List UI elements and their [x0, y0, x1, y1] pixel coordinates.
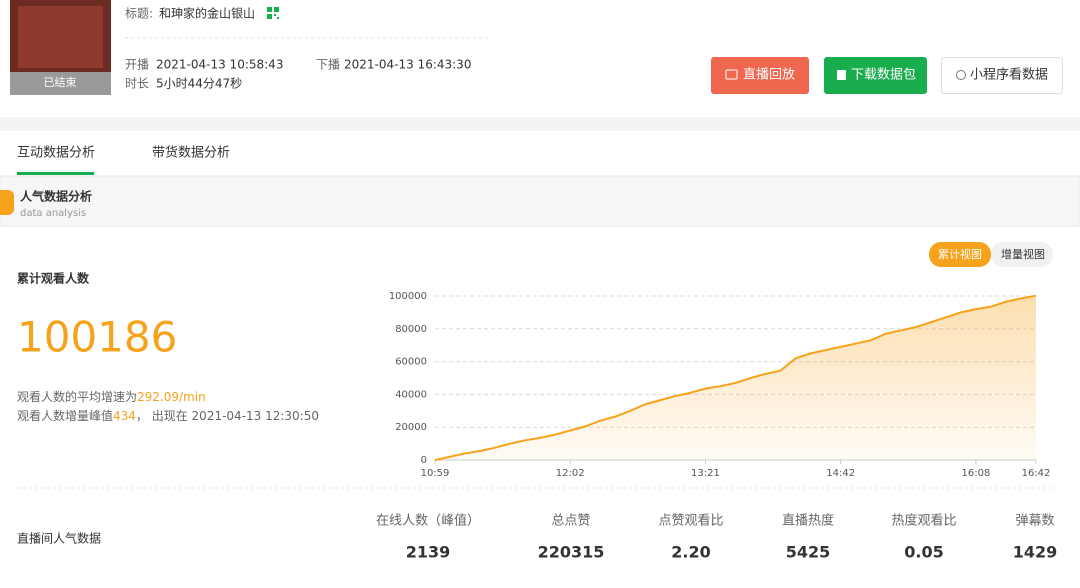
section-subtitle: data analysis [20, 208, 86, 219]
stat-name: 点赞观看比 [658, 513, 723, 529]
section-title: 人气数据分析 [20, 189, 92, 204]
y-tick-label: 60000 [395, 357, 427, 368]
y-tick-label: 20000 [395, 422, 427, 433]
y-tick-label: 80000 [395, 324, 427, 335]
y-tick-label: 0 [421, 455, 427, 466]
stat-name: 在线人数（峰值） [376, 513, 480, 529]
peak-line: 观看人数增量峰值434， 出现在 2021-04-13 12:30:50 [17, 408, 319, 423]
x-tick-label: 10:59 [421, 468, 450, 479]
section-header [0, 175, 1080, 227]
stat-value: 220315 [538, 543, 605, 562]
y-tick-label: 100000 [389, 291, 427, 302]
title-label: 标题: [125, 7, 153, 21]
chart: 0 20000 40000 60000 80000 100000 10:59 12:02 13:… [389, 291, 1051, 479]
status: 已结束 [44, 76, 77, 89]
toggle-active[interactable] [929, 242, 991, 267]
peak-value: 434 [113, 409, 136, 423]
duration: 5小时44分47秒 [156, 77, 242, 91]
start-time: 2021-04-13 10:58:43 [156, 58, 283, 72]
stats-label: 直播间人气数据 [17, 531, 101, 546]
stat-name: 弹幕数 [1015, 514, 1054, 529]
stats: 在线人数（峰值） 2139 总点赞 220315 点赞观看比 2.20 直播热度 5425 热度… [376, 513, 1057, 562]
title: 和珅家的金山银山 [159, 6, 255, 21]
cover-art [18, 6, 103, 68]
summary-total: 100186 [17, 313, 177, 362]
x-tick-label: 16:08 [961, 468, 990, 479]
toggle-label: 增量视图 [1001, 247, 1045, 261]
y-tick-label: 40000 [395, 389, 427, 400]
stat-name: 总点赞 [551, 514, 590, 529]
download-label: 下载数据包 [851, 68, 916, 83]
section-icon [0, 190, 14, 215]
stat-value: 0.05 [904, 543, 943, 562]
peak-text: 观看人数增量峰值 [17, 408, 113, 423]
tab-underline [17, 172, 94, 175]
replay-icon [725, 69, 738, 80]
qr-icon[interactable] [267, 7, 279, 19]
band [0, 117, 1080, 131]
tab-active[interactable]: 互动数据分析 [17, 146, 95, 161]
stat-name: 直播热度 [782, 513, 834, 529]
peak-time: ， 出现在 2021-04-13 12:30:50 [136, 409, 319, 423]
toggle-active-label: 累计视图 [938, 247, 982, 261]
stat-name: 热度观看比 [891, 513, 956, 529]
start-label: 开播 [125, 58, 149, 72]
x-tick-label: 14:42 [826, 468, 855, 479]
x-tick-label: 13:21 [691, 468, 720, 479]
stat-value: 2.20 [671, 543, 710, 562]
summary-label: 累计观看人数 [17, 271, 90, 286]
x-tick-label: 16:42 [1022, 468, 1051, 479]
stat-value: 5425 [786, 543, 831, 562]
replay-button[interactable] [711, 57, 809, 94]
line [434, 294, 1037, 461]
speed-text: 观看人数的平均增速为 [17, 389, 137, 404]
stat-value: 1429 [1013, 543, 1058, 562]
miniapp-button[interactable] [941, 57, 1063, 94]
replay-label: 直播回放 [743, 68, 795, 83]
miniapp-icon [956, 70, 966, 80]
end-time: 2021-04-13 16:43:30 [344, 58, 471, 72]
toggle[interactable] [991, 242, 1053, 267]
x-tick-label: 12:02 [556, 468, 585, 479]
status-bar [10, 72, 111, 95]
miniapp-label: 小程序看数据 [970, 67, 1048, 83]
speed-value: 292.09/min [137, 390, 206, 404]
download-icon [837, 70, 846, 80]
download-button[interactable] [824, 57, 927, 94]
tab[interactable]: 带货数据分析 [152, 145, 230, 161]
end-label: 下播 [316, 58, 340, 72]
duration-label: 时长 [125, 77, 149, 91]
area [435, 295, 1036, 460]
speed-line: 观看人数的平均增速为292.09/min [17, 389, 206, 404]
stat-value: 2139 [406, 543, 451, 562]
